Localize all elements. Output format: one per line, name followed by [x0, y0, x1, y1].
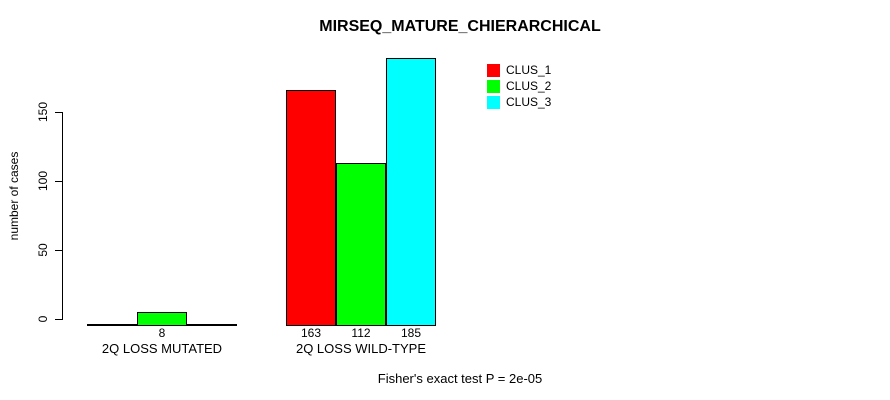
- legend-row: CLUS_2: [487, 80, 551, 93]
- legend-swatch-clus_3: [487, 96, 500, 109]
- legend: CLUS_1 CLUS_2 CLUS_3: [487, 64, 551, 112]
- legend-label: CLUS_3: [506, 95, 552, 109]
- legend-label: CLUS_2: [506, 79, 552, 93]
- legend-swatch-clus_2: [487, 80, 500, 93]
- y-tick: [55, 181, 62, 182]
- y-tick-label: 0: [36, 315, 50, 323]
- bar-value-label: 8: [158, 326, 166, 340]
- x-category-label: 2Q LOSS MUTATED: [101, 341, 223, 356]
- y-axis-label: number of cases: [7, 151, 21, 241]
- bar-clus_2: [336, 163, 386, 326]
- bar-clus_1: [286, 90, 336, 326]
- legend-row: CLUS_1: [487, 64, 551, 77]
- bar-value-label: 163: [300, 326, 322, 340]
- legend-swatch-clus_1: [487, 64, 500, 77]
- y-tick: [55, 250, 62, 251]
- y-axis-line: [62, 112, 63, 320]
- y-tick-label: 150: [36, 101, 50, 123]
- legend-label: CLUS_1: [506, 63, 552, 77]
- bar-value-label: 112: [351, 326, 371, 340]
- bar-clus_3: [386, 58, 436, 326]
- bar-clus_2: [137, 312, 187, 326]
- y-tick: [55, 112, 62, 113]
- bar-value-label: 185: [400, 326, 422, 340]
- chart-title: MIRSEQ_MATURE_CHIERARCHICAL: [319, 18, 601, 35]
- legend-row: CLUS_3: [487, 96, 551, 109]
- y-tick-label: 100: [36, 170, 50, 192]
- y-tick: [55, 319, 62, 320]
- x-category-label: 2Q LOSS WILD-TYPE: [295, 341, 427, 356]
- bar-clus_3: [187, 324, 237, 326]
- bar-clus_1: [87, 324, 137, 326]
- annotation-fishers-test: Fisher's exact test P = 2e-05: [377, 371, 543, 386]
- y-tick-label: 50: [36, 243, 50, 257]
